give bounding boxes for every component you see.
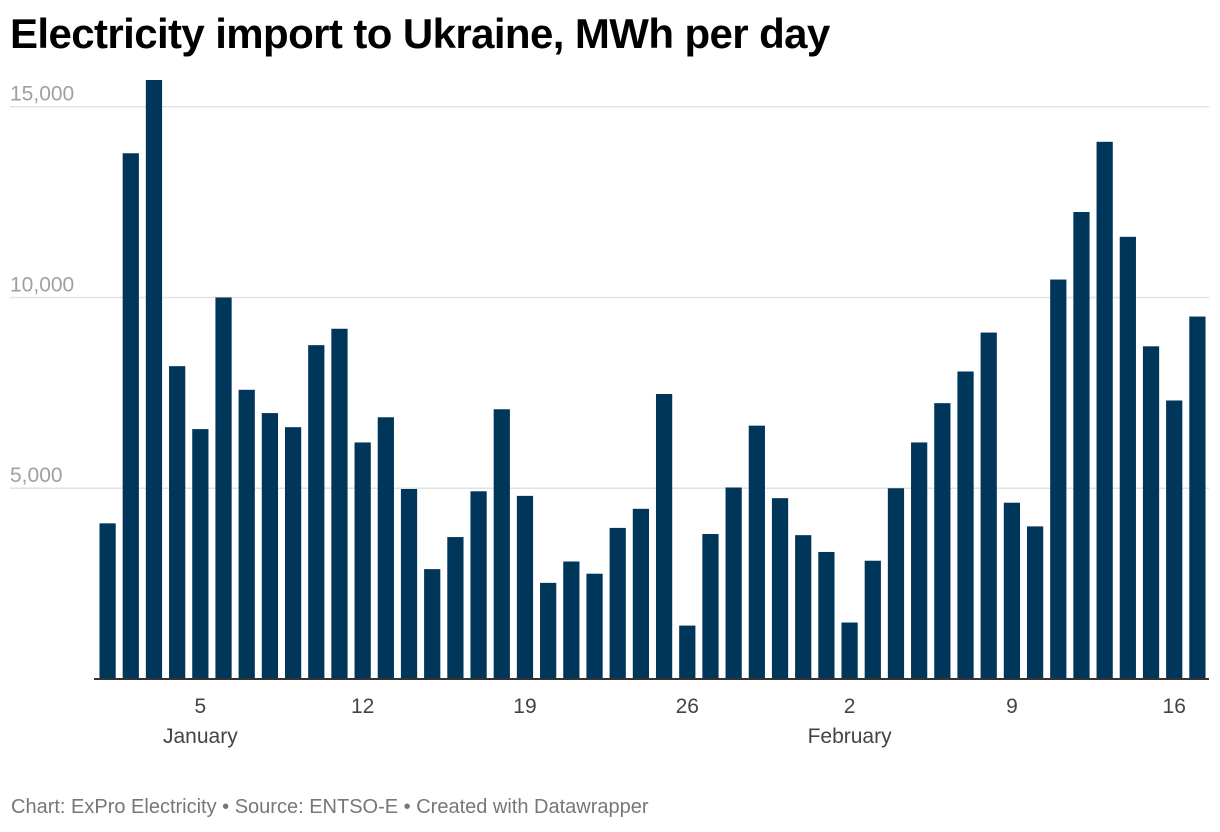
bar (470, 491, 487, 679)
bar (1142, 346, 1160, 679)
bar (748, 425, 765, 679)
bar (1003, 502, 1021, 679)
bar (609, 527, 626, 679)
x-tick-label: 19 (513, 695, 536, 718)
chart-title: Electricity import to Ukraine, MWh per d… (10, 10, 830, 57)
bar (215, 297, 232, 679)
y-tick-label: 15,000 (10, 83, 74, 106)
bar (586, 573, 603, 679)
bar (702, 534, 719, 679)
bar (725, 487, 742, 679)
x-tick-label: 2 (844, 695, 856, 718)
bar (795, 535, 812, 679)
bar (911, 442, 928, 679)
bars (99, 80, 1206, 679)
bar (1096, 141, 1113, 679)
bar (771, 498, 789, 679)
bar (400, 489, 418, 679)
bar (864, 560, 881, 679)
bar (563, 561, 580, 679)
x-tick-label: 16 (1163, 695, 1186, 718)
x-axis-tick-labels: 5 12 19 26 2 9 16 January February (163, 695, 1186, 748)
bar (934, 403, 951, 679)
chart-footer-credit: Chart: ExPro Electricity • Source: ENTSO… (11, 796, 649, 818)
bar (516, 495, 534, 679)
bar (1073, 212, 1090, 679)
bar (1119, 236, 1136, 679)
bar (1026, 526, 1044, 679)
bar (261, 413, 279, 679)
bar (192, 429, 209, 679)
gridlines (10, 105, 1209, 489)
bar (957, 371, 974, 679)
bar (447, 537, 464, 679)
bar (841, 622, 858, 679)
bar (122, 153, 139, 679)
bar (632, 508, 650, 679)
bar (818, 551, 835, 679)
bar (99, 523, 116, 679)
bar (1166, 400, 1183, 679)
bar (493, 409, 510, 679)
bar (145, 80, 163, 679)
month-label: January (163, 725, 238, 748)
bar (540, 582, 557, 679)
bar (308, 345, 325, 679)
bar (331, 328, 348, 679)
x-tick-label: 12 (351, 695, 374, 718)
bar (887, 488, 905, 679)
x-tick-label: 5 (195, 695, 207, 718)
x-tick-label: 9 (1006, 695, 1018, 718)
bar (1189, 316, 1206, 679)
bar (354, 442, 371, 679)
bar (284, 427, 302, 679)
y-tick-label: 5,000 (10, 464, 63, 487)
bar (424, 569, 441, 679)
x-tick-label: 26 (676, 695, 699, 718)
bar (980, 332, 997, 679)
y-axis-tick-labels: 5,000 10,000 15,000 (10, 83, 74, 488)
bar (655, 394, 673, 679)
month-label: February (808, 725, 893, 748)
y-tick-label: 10,000 (10, 273, 74, 296)
bar (679, 625, 696, 679)
bar (238, 389, 255, 679)
bar (377, 417, 394, 679)
bar (169, 366, 186, 679)
bar (1050, 279, 1067, 679)
